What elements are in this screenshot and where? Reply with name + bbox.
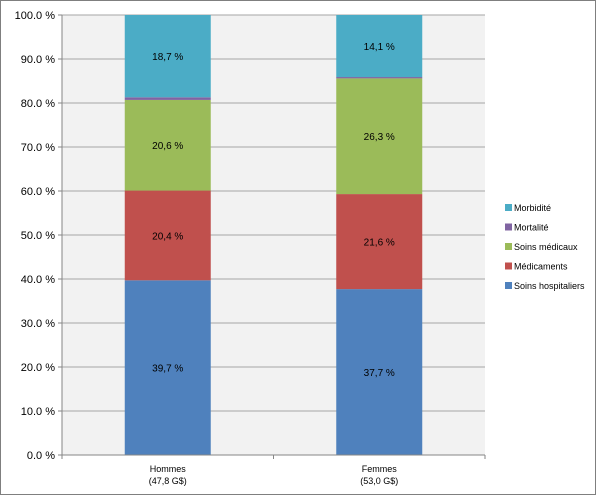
legend-label: Médicaments <box>514 262 568 272</box>
legend-label: Soins médicaux <box>514 242 578 252</box>
data-label: 20,6 % <box>152 141 183 152</box>
bar-segment <box>124 97 211 100</box>
x-tick-label: (53,0 G$) <box>360 476 398 486</box>
y-tick-label: 20.0 % <box>21 362 55 374</box>
legend-swatch <box>505 243 512 250</box>
data-label: 39,7 % <box>152 364 183 375</box>
legend-label: Morbidité <box>514 203 551 213</box>
y-tick-label: 100.0 % <box>15 10 56 22</box>
legend-label: Soins hospitaliers <box>514 281 585 291</box>
plot-area: 39,7 % 20,4 % 20,6 % 18,7 % 37,7 % 21,6 % 26,3… <box>62 14 485 455</box>
y-tick-label: 30.0 % <box>21 318 55 330</box>
bar-segment <box>124 190 211 281</box>
bar-segment <box>336 15 423 78</box>
x-tick-label: Hommes <box>150 464 187 474</box>
x-tick-label: Femmes <box>362 464 398 474</box>
y-tick-label: 70.0 % <box>21 142 55 154</box>
data-label: 18,7 % <box>152 52 183 63</box>
legend-swatch <box>505 262 512 270</box>
y-tick-label: 90.0 % <box>21 54 55 66</box>
legend: Morbidité Mortalité Soins médicaux Médicame… <box>505 203 585 291</box>
x-axis: Hommes (47,8 G$) Femmes (53,0 G$) <box>61 454 486 486</box>
bar-segment <box>336 194 423 290</box>
bar-segment <box>336 289 423 455</box>
x-tick-label: (47,8 G$) <box>149 476 187 486</box>
data-label: 14,1 % <box>364 42 395 53</box>
legend-swatch <box>505 204 512 211</box>
legend-label: Mortalité <box>514 223 549 233</box>
data-label: 26,3 % <box>364 132 395 143</box>
data-label: 37,7 % <box>364 368 395 379</box>
bar-segment <box>336 77 423 79</box>
bar-segment <box>124 15 211 98</box>
y-axis: 0.0 % 10.0 % 20.0 % 30.0 % 40.0 % 50.0 % 60.0 … <box>15 10 63 462</box>
bar-segment <box>124 99 211 191</box>
y-tick-label: 60.0 % <box>21 186 55 198</box>
data-label: 21,6 % <box>364 238 395 249</box>
legend-swatch <box>505 282 512 289</box>
y-tick-label: 40.0 % <box>21 274 55 286</box>
y-tick-label: 0.0 % <box>27 450 55 462</box>
data-label: 20,4 % <box>152 231 183 242</box>
y-tick-label: 80.0 % <box>21 98 55 110</box>
legend-swatch <box>505 223 512 231</box>
bar-segment <box>336 78 423 195</box>
y-tick-label: 50.0 % <box>21 230 55 242</box>
bar-segment <box>124 280 211 455</box>
y-tick-label: 10.0 % <box>21 406 55 418</box>
